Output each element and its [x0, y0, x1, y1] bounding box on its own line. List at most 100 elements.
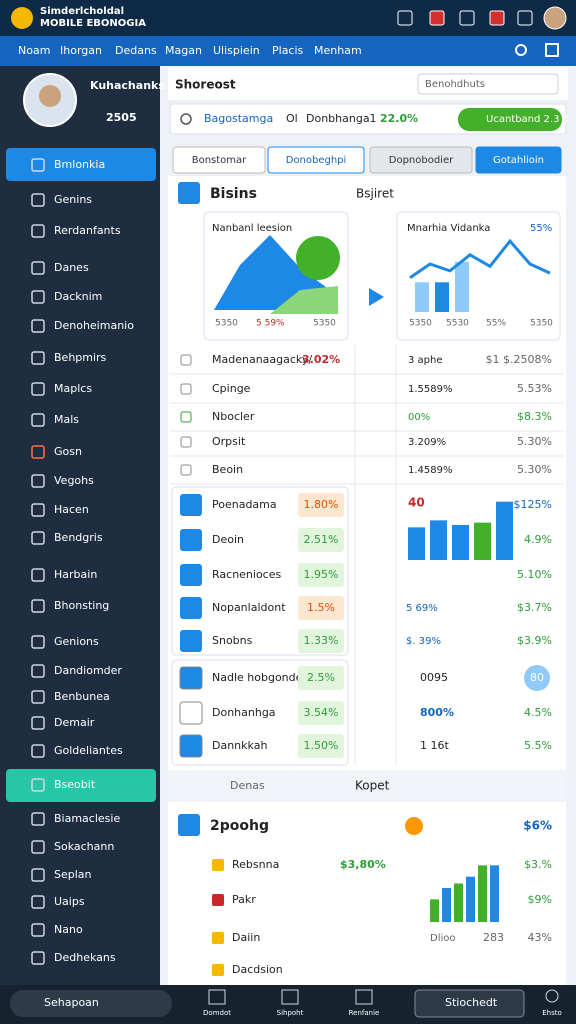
bar	[478, 865, 487, 922]
grid-icon[interactable]	[545, 43, 559, 57]
sidebar-item[interactable]: Rerdanfants	[54, 224, 121, 237]
search-box[interactable]	[417, 73, 559, 95]
row-end: $3.%	[524, 858, 552, 871]
sidebar-item[interactable]: Goldeliantes	[54, 744, 123, 757]
nav-item[interactable]: Dedans	[115, 44, 157, 57]
sidebar-icon	[31, 474, 45, 488]
filter-button[interactable]	[267, 146, 365, 174]
sidebar-item[interactable]: Behpmirs	[54, 351, 107, 364]
tab-icon[interactable]	[355, 989, 373, 1005]
tab-icon[interactable]	[208, 989, 226, 1005]
row-value: 3.02%	[302, 353, 340, 366]
filter-button[interactable]	[172, 146, 266, 174]
sidebar-item[interactable]: Vegohs	[54, 474, 94, 487]
sidebar-item[interactable]: Uaips	[54, 895, 85, 908]
top-icon[interactable]	[489, 10, 505, 26]
status-badge[interactable]	[458, 108, 562, 131]
card-label: 5350	[215, 319, 238, 329]
bottom-action[interactable]	[414, 989, 525, 1018]
play-icon[interactable]	[369, 288, 384, 306]
row-end: 43%	[528, 931, 552, 944]
sidebar-item[interactable]: Bseobit	[54, 778, 96, 791]
filter-label[interactable]: Gotahlioin	[493, 155, 544, 166]
sidebar-icon	[31, 664, 45, 678]
bar	[430, 899, 439, 922]
sidebar-item[interactable]: Seplan	[54, 868, 92, 881]
sidebar-item[interactable]: Harbain	[54, 568, 97, 581]
nav-item[interactable]: Magan	[165, 44, 202, 57]
nav-item[interactable]: Ihorgan	[60, 44, 102, 57]
filter-label[interactable]: Dopnobodier	[389, 155, 454, 166]
profile-icon[interactable]	[545, 989, 559, 1003]
row-label: Orpsit	[212, 435, 246, 448]
sidebar-item[interactable]: Denoheimanio	[54, 319, 134, 332]
item-icon	[180, 630, 202, 652]
row-label: Beoin	[212, 463, 243, 476]
sidebar-item[interactable]: Genins	[54, 193, 92, 206]
item-label: Deoin	[212, 533, 244, 546]
filter-label[interactable]: Donobeghpi	[286, 155, 347, 166]
item-note: $. 39%	[406, 636, 441, 647]
sidebar-item[interactable]: Dacknim	[54, 290, 102, 303]
sidebar-active[interactable]	[6, 769, 156, 802]
bottom-search-text[interactable]: Sehapoan	[44, 996, 99, 1009]
chart-value: 40	[408, 496, 425, 510]
sidebar-item[interactable]: Gosn	[54, 445, 82, 458]
sidebar-item[interactable]: Bhonsting	[54, 599, 109, 612]
filter-button[interactable]	[475, 146, 562, 174]
profile-id: 2505	[106, 111, 137, 124]
status-code: Ol	[286, 112, 298, 125]
top-icon[interactable]	[517, 10, 533, 26]
sidebar-item[interactable]: Danes	[54, 261, 89, 274]
user-avatar[interactable]	[543, 6, 567, 30]
sidebar-icon	[31, 744, 45, 758]
sidebar-icon	[31, 224, 45, 238]
sidebar-item[interactable]: Bmlonkia	[54, 158, 105, 171]
sidebar-active[interactable]	[6, 148, 156, 181]
item-icon	[179, 734, 203, 758]
tab-label[interactable]: Renfanie	[349, 1009, 380, 1017]
nav-item[interactable]: Placis	[272, 44, 304, 57]
top-icon[interactable]	[459, 10, 475, 26]
filter-button[interactable]	[369, 146, 473, 174]
sidebar-item[interactable]: Bendgris	[54, 531, 103, 544]
sidebar-item[interactable]: Dedhekans	[54, 951, 116, 964]
sidebar-icon	[31, 923, 45, 937]
filter-label[interactable]: Bonstomar	[192, 155, 247, 166]
profile-label[interactable]: Ehsto	[542, 1009, 562, 1017]
tab-label[interactable]: Sihpoht	[277, 1009, 304, 1017]
top-icon[interactable]	[429, 10, 445, 26]
sidebar-item[interactable]: Dandiomder	[54, 664, 122, 677]
bottom-search[interactable]	[10, 990, 172, 1017]
nav-item[interactable]: Noam	[18, 44, 50, 57]
nav-item[interactable]: Ulispiein	[213, 44, 260, 57]
tab-label[interactable]: Domdot	[203, 1009, 231, 1017]
sidebar-icon	[31, 193, 45, 207]
tab-icon[interactable]	[281, 989, 299, 1005]
sidebar-item[interactable]: Maplcs	[54, 382, 92, 395]
sidebar-item[interactable]: Genions	[54, 635, 99, 648]
footer-left[interactable]: Denas	[230, 779, 265, 792]
value-chip	[298, 596, 344, 620]
top-icon[interactable]	[397, 10, 413, 26]
sidebar-item[interactable]: Sokachann	[54, 840, 114, 853]
item-note: 1 16t	[420, 739, 449, 752]
sidebar-item[interactable]: Hacen	[54, 503, 89, 516]
sidebar-item[interactable]: Biamaclesie	[54, 812, 120, 825]
bottom-action-text[interactable]: Stiochedt	[445, 996, 498, 1009]
footer-right: Kopet	[355, 779, 390, 793]
sidebar-icon	[31, 445, 45, 459]
row-icon	[212, 894, 224, 906]
sidebar-icon	[31, 531, 45, 545]
sidebar-item[interactable]: Benbunea	[54, 690, 110, 703]
row-label: Cpinge	[212, 382, 251, 395]
nav-item[interactable]: Menham	[314, 44, 362, 57]
search-icon[interactable]	[515, 44, 527, 56]
sidebar-item[interactable]: Mals	[54, 413, 79, 426]
card-label: 5 59%	[256, 319, 285, 329]
item-value: 1.50%	[304, 739, 339, 752]
status-badge-text[interactable]: Ucantband 2.3 5	[486, 114, 569, 125]
row-note: 3.209%	[408, 437, 446, 448]
sidebar-item[interactable]: Nano	[54, 923, 83, 936]
sidebar-item[interactable]: Demair	[54, 716, 95, 729]
